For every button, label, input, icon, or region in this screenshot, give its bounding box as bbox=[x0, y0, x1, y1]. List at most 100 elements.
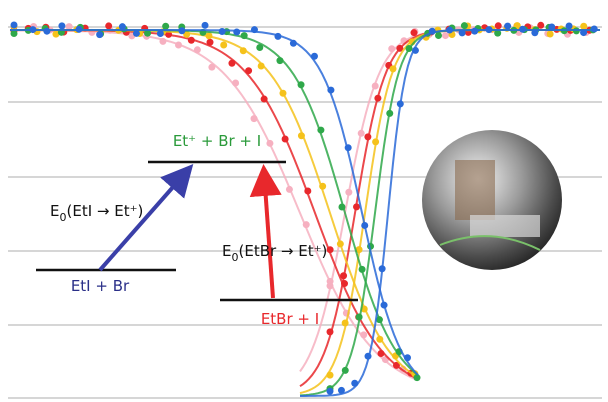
dot bbox=[232, 79, 240, 87]
dot bbox=[376, 335, 384, 343]
subscript: 0 bbox=[59, 211, 66, 224]
dot bbox=[485, 26, 493, 34]
dot bbox=[428, 27, 436, 35]
dot bbox=[458, 29, 466, 37]
dot bbox=[266, 139, 274, 147]
dot bbox=[326, 387, 334, 395]
photo bbox=[422, 130, 562, 270]
dot bbox=[435, 31, 443, 39]
dot bbox=[460, 22, 468, 30]
dot bbox=[338, 203, 346, 211]
dot bbox=[297, 132, 305, 140]
dot bbox=[413, 374, 421, 382]
dot bbox=[380, 301, 388, 309]
dot bbox=[386, 109, 394, 117]
symbol: E bbox=[222, 242, 231, 260]
dot bbox=[144, 29, 152, 37]
transition-label: E0(EtI → Et⁺) bbox=[50, 202, 143, 224]
dot bbox=[193, 46, 201, 54]
dot bbox=[337, 386, 345, 394]
dot bbox=[285, 185, 293, 193]
dot bbox=[279, 89, 287, 97]
dot bbox=[494, 29, 502, 37]
dot bbox=[364, 133, 372, 141]
dot bbox=[75, 25, 83, 33]
dot bbox=[260, 95, 268, 103]
curves bbox=[9, 21, 600, 397]
dot bbox=[360, 331, 368, 339]
dot bbox=[548, 23, 556, 31]
dot bbox=[537, 21, 545, 29]
dot bbox=[10, 21, 18, 29]
dot bbox=[250, 115, 258, 123]
dot bbox=[297, 81, 305, 89]
dot bbox=[374, 94, 382, 102]
dot bbox=[274, 32, 282, 40]
dot bbox=[175, 41, 183, 49]
dot bbox=[403, 354, 411, 362]
dot bbox=[357, 129, 365, 137]
dot bbox=[396, 100, 404, 108]
dot bbox=[364, 352, 372, 360]
dot bbox=[289, 39, 297, 47]
dot bbox=[310, 52, 318, 60]
dot bbox=[10, 30, 18, 38]
grid bbox=[8, 26, 602, 399]
dot bbox=[281, 135, 289, 143]
dot bbox=[58, 22, 66, 30]
dot bbox=[43, 27, 51, 35]
dot bbox=[326, 371, 334, 379]
dot bbox=[317, 126, 325, 134]
dot bbox=[377, 350, 385, 358]
dot bbox=[250, 26, 258, 34]
dot bbox=[220, 41, 228, 49]
dot bbox=[355, 313, 363, 321]
dot bbox=[340, 272, 348, 280]
dot bbox=[206, 38, 214, 46]
dot bbox=[178, 27, 186, 35]
dot bbox=[446, 26, 454, 34]
label-body: (EtBr → Et⁺) bbox=[238, 242, 327, 260]
dot bbox=[590, 25, 598, 33]
energy-levels bbox=[36, 160, 358, 302]
dot bbox=[118, 23, 126, 31]
dot bbox=[336, 240, 344, 248]
dot bbox=[304, 187, 312, 195]
dot bbox=[187, 36, 195, 44]
dot bbox=[358, 265, 366, 273]
dot bbox=[327, 86, 335, 94]
dot bbox=[389, 65, 397, 73]
dot bbox=[326, 328, 334, 336]
arrow bbox=[98, 163, 194, 272]
dot bbox=[351, 379, 359, 387]
arrow bbox=[249, 164, 282, 299]
label-body: (EtI → Et⁺) bbox=[66, 202, 143, 220]
dot bbox=[580, 29, 588, 37]
dot bbox=[405, 44, 413, 52]
dot bbox=[96, 31, 104, 39]
dot bbox=[504, 22, 512, 30]
dot bbox=[361, 221, 369, 229]
dot bbox=[162, 22, 170, 30]
dot bbox=[372, 138, 380, 146]
dot bbox=[105, 22, 113, 30]
dot bbox=[392, 361, 400, 369]
dot bbox=[341, 319, 349, 327]
dot bbox=[326, 282, 334, 290]
dot bbox=[411, 46, 419, 54]
dot bbox=[546, 30, 554, 38]
dot bbox=[410, 29, 418, 37]
dot bbox=[239, 47, 247, 55]
dot bbox=[580, 22, 588, 30]
dot bbox=[319, 182, 327, 190]
level-label: Et⁺ + Br + I bbox=[173, 132, 261, 150]
dot bbox=[156, 29, 164, 37]
dot bbox=[378, 265, 386, 273]
dot bbox=[208, 63, 216, 71]
level-label: EtI + Br bbox=[71, 277, 130, 295]
dot bbox=[159, 37, 167, 45]
dot bbox=[340, 280, 348, 288]
dot bbox=[183, 30, 191, 38]
dot bbox=[345, 188, 353, 196]
